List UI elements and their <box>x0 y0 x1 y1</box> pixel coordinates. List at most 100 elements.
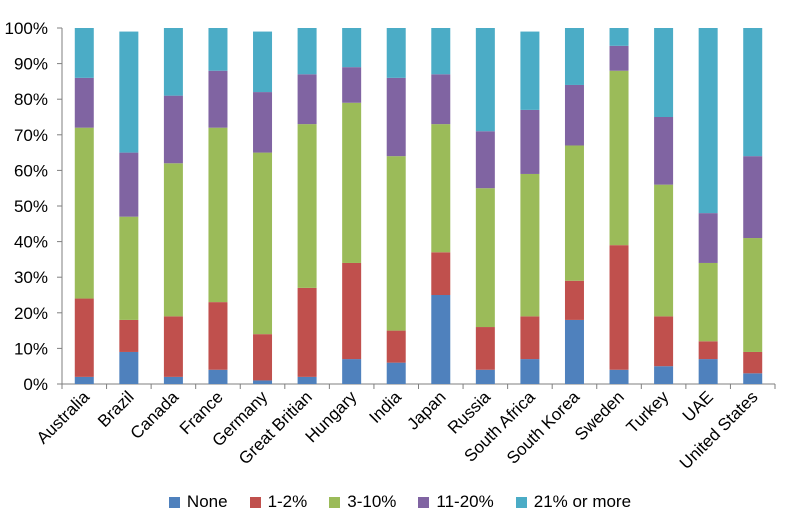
bar-segment-1-2- <box>431 252 451 295</box>
bar-segment-none <box>609 369 629 384</box>
bar-stack-russia <box>475 28 495 384</box>
bar-segment-none <box>564 319 584 384</box>
y-tick-label: 40% <box>14 233 48 252</box>
bar-segment-3-10- <box>654 184 674 317</box>
bar-segment-1-2- <box>564 280 584 320</box>
bar-segment-21-or-more <box>297 28 317 75</box>
bar-segment-1-2- <box>74 298 94 377</box>
bar-segment-21-or-more <box>609 28 629 46</box>
bar-stack-france <box>208 28 228 384</box>
stacked-bar-chart: 0% 10% 20% 30% 40% 50% 60% 70% 80% 90% 100% Austra… <box>5 19 776 473</box>
bar-segment-none <box>342 359 362 384</box>
bar-segment-none <box>431 295 451 384</box>
x-tick-label: Turkey <box>623 387 673 437</box>
legend-label: 3-10% <box>347 492 397 511</box>
bar-segment-11-20- <box>74 77 94 128</box>
bar-segment-none <box>208 369 228 384</box>
bar-segment-1-2- <box>698 341 718 360</box>
bar-segment-none <box>475 369 495 384</box>
bar-stack-canada <box>163 28 183 384</box>
bar-segment-1-2- <box>253 334 273 381</box>
bar-segment-21-or-more <box>475 28 495 132</box>
bar-segment-3-10- <box>74 127 94 299</box>
bar-segment-11-20- <box>743 156 763 239</box>
y-tick-label: 60% <box>14 161 48 180</box>
bar-segment-none <box>654 366 674 384</box>
bar-stack-united-states <box>743 28 763 384</box>
y-tick-label: 30% <box>14 268 48 287</box>
bar-segment-1-2- <box>342 262 362 360</box>
y-tick-labels: 0% 10% 20% 30% 40% 50% 60% 70% 80% 90% 100% <box>5 19 48 394</box>
bar-segment-none <box>253 380 273 384</box>
bar-segment-3-10- <box>564 145 584 281</box>
bar-stack-uae <box>698 28 718 384</box>
bar-segment-11-20- <box>386 77 406 157</box>
bar-segment-3-10- <box>297 124 317 288</box>
bar-segment-3-10- <box>163 163 183 317</box>
legend-item: None <box>168 492 228 512</box>
legend-swatch <box>329 496 341 508</box>
y-tick-label: 80% <box>14 90 48 109</box>
bar-segment-21-or-more <box>520 31 540 110</box>
bar-segment-21-or-more <box>119 31 139 153</box>
bar-segment-11-20- <box>698 213 718 263</box>
bar-segment-1-2- <box>475 327 495 370</box>
bar-segment-none <box>163 376 183 384</box>
legend-swatch <box>249 496 261 508</box>
bar-stack-south-africa <box>520 31 540 384</box>
bar-segment-1-2- <box>520 316 540 360</box>
legend-label: 1-2% <box>267 492 308 511</box>
legend-swatch <box>515 496 527 508</box>
bar-segment-none <box>520 359 540 384</box>
bar-segment-1-2- <box>386 330 406 363</box>
legend-item: 3-10% <box>329 492 396 512</box>
bar-segment-21-or-more <box>253 31 273 93</box>
x-tick-labels: Australia BrazilCanadaFranceGermanyGreat … <box>33 387 762 473</box>
bar-segment-11-20- <box>609 45 629 71</box>
bar-stack-germany <box>253 31 273 384</box>
bar-segment-1-2- <box>119 319 139 352</box>
x-tick-label: Australia <box>33 387 94 448</box>
y-tick-label: 50% <box>14 197 48 216</box>
bar-segment-21-or-more <box>564 28 584 85</box>
bar-segment-3-10- <box>386 156 406 331</box>
bar-segment-11-20- <box>208 70 228 128</box>
bar-stack-japan <box>431 28 451 384</box>
legend-item: 1-2% <box>249 492 308 512</box>
bar-segment-none <box>297 376 317 384</box>
bar-segment-21-or-more <box>698 28 718 214</box>
y-tick-label: 10% <box>14 339 48 358</box>
x-tick-label: Japan <box>403 387 449 433</box>
x-tick-label: United States <box>676 387 762 473</box>
bar-segment-1-2- <box>208 302 228 370</box>
bar-segment-11-20- <box>520 109 540 174</box>
bar-segment-11-20- <box>654 117 674 185</box>
bar-segment-21-or-more <box>163 28 183 96</box>
bar-segment-none <box>119 351 139 384</box>
bar-stack-australia <box>74 28 94 384</box>
y-tick-label: 20% <box>14 304 48 323</box>
bar-segment-3-10- <box>342 102 362 263</box>
y-tick-label: 90% <box>14 55 48 74</box>
bar-segment-11-20- <box>297 74 317 125</box>
bar-segment-21-or-more <box>208 28 228 71</box>
y-tick-label: 100% <box>5 19 48 38</box>
bar-stack-brazil <box>119 31 139 384</box>
bar-segment-21-or-more <box>431 28 451 75</box>
bar-segment-1-2- <box>163 316 183 377</box>
x-tick-label: Canada <box>127 387 183 443</box>
bar-segment-21-or-more <box>386 28 406 78</box>
bar-segment-1-2- <box>297 287 317 377</box>
bar-segment-3-10- <box>520 173 540 317</box>
bar-segment-1-2- <box>609 245 629 370</box>
bar-segment-21-or-more <box>743 28 763 157</box>
bar-segment-3-10- <box>609 70 629 246</box>
bar-segment-3-10- <box>208 127 228 303</box>
bar-stack-sweden <box>609 28 629 384</box>
legend-item: 21% or more <box>515 492 631 512</box>
bar-segment-11-20- <box>475 131 495 189</box>
bar-segment-11-20- <box>431 74 451 125</box>
bar-segment-3-10- <box>743 238 763 352</box>
x-tick-label: UAE <box>679 387 717 425</box>
bar-stack-hungary <box>342 28 362 384</box>
